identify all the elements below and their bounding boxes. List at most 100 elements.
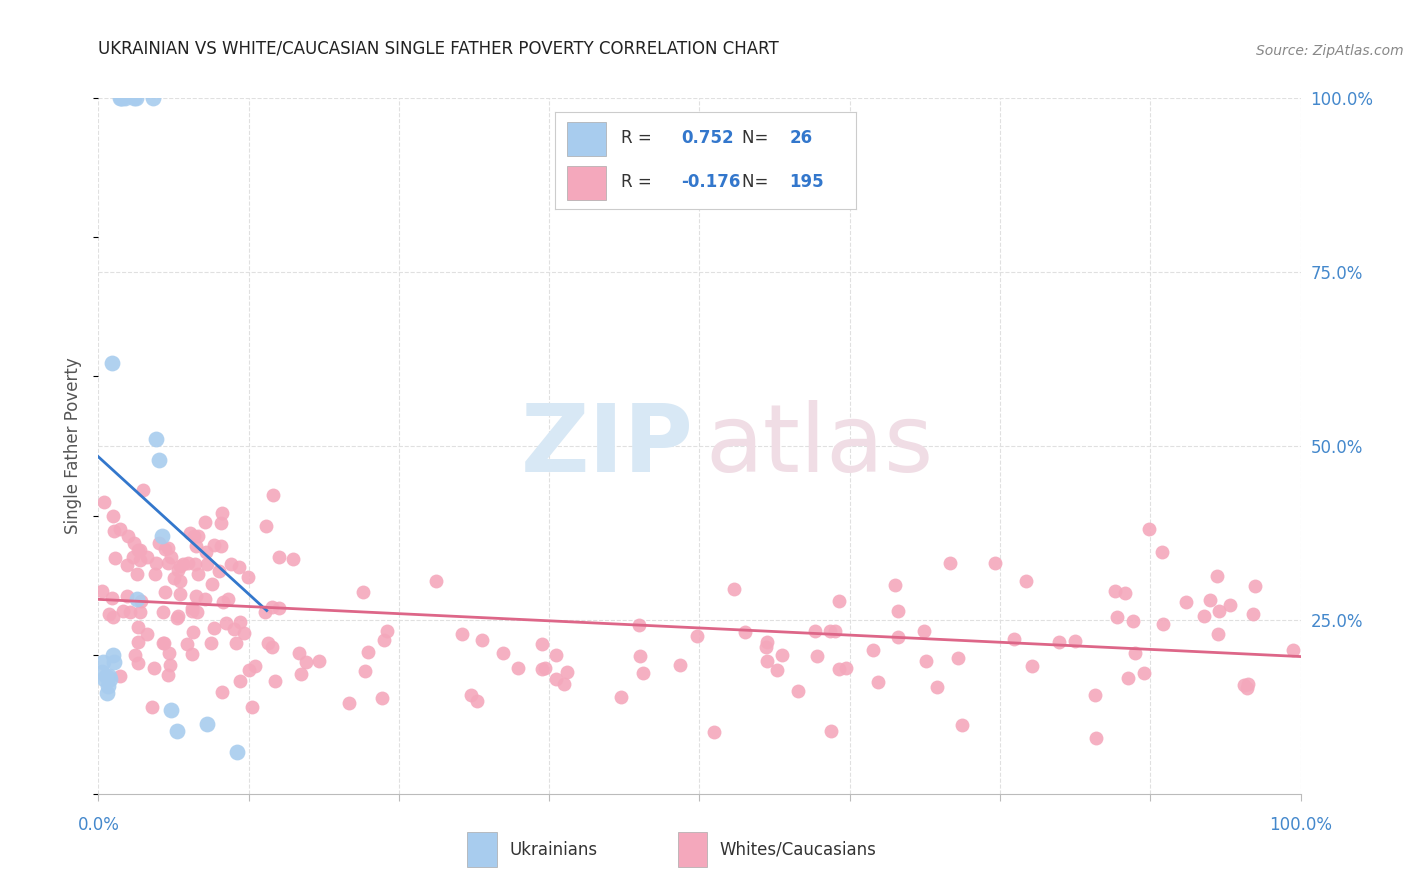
- Point: [238, 570, 260, 584]
- Point: [97, 679, 120, 693]
- Point: [211, 506, 233, 520]
- Point: [211, 685, 233, 699]
- Point: [195, 545, 218, 559]
- Point: [465, 694, 488, 708]
- Point: [1150, 544, 1173, 558]
- Point: [1116, 671, 1139, 685]
- Point: [531, 637, 554, 651]
- Point: [153, 636, 176, 650]
- Point: [215, 616, 238, 631]
- Point: [1015, 574, 1038, 589]
- Point: [208, 564, 231, 578]
- Point: [100, 672, 122, 686]
- Point: [356, 645, 378, 659]
- Point: [108, 669, 131, 683]
- Point: [225, 745, 247, 759]
- Point: [352, 585, 374, 599]
- Point: [143, 566, 166, 581]
- Point: [914, 654, 936, 668]
- Point: [734, 624, 756, 639]
- Point: [194, 592, 217, 607]
- Point: [98, 668, 121, 682]
- Point: [1107, 609, 1129, 624]
- Point: [195, 717, 218, 731]
- Point: [703, 724, 725, 739]
- Point: [159, 703, 181, 717]
- Point: [166, 724, 188, 739]
- Point: [98, 607, 121, 621]
- Point: [91, 584, 114, 599]
- Point: [125, 566, 148, 581]
- Point: [101, 508, 124, 523]
- Point: [125, 592, 148, 607]
- Point: [950, 718, 973, 732]
- Point: [1206, 626, 1229, 640]
- Point: [371, 691, 394, 706]
- Point: [132, 483, 155, 498]
- Point: [232, 625, 254, 640]
- Point: [186, 605, 208, 619]
- Point: [94, 668, 117, 682]
- Point: [124, 536, 146, 550]
- Point: [1241, 607, 1264, 622]
- Point: [1175, 594, 1198, 608]
- Point: [124, 91, 146, 105]
- Point: [157, 556, 180, 570]
- Point: [1021, 659, 1043, 673]
- Point: [125, 91, 148, 105]
- Point: [115, 589, 138, 603]
- Point: [108, 523, 131, 537]
- Point: [91, 655, 114, 669]
- Point: [166, 562, 188, 576]
- Point: [93, 494, 115, 508]
- Point: [824, 624, 846, 638]
- Point: [533, 661, 555, 675]
- Point: [229, 615, 252, 629]
- Point: [166, 609, 188, 624]
- Point: [508, 661, 530, 675]
- Point: [755, 654, 778, 668]
- Point: [1208, 604, 1230, 618]
- Point: [238, 663, 260, 677]
- Point: [124, 648, 146, 662]
- Point: [183, 529, 205, 543]
- Point: [145, 432, 167, 446]
- Point: [828, 594, 851, 608]
- Point: [111, 604, 134, 618]
- Point: [460, 688, 482, 702]
- Point: [308, 654, 330, 668]
- Point: [544, 648, 567, 662]
- Point: [925, 680, 948, 694]
- Point: [375, 624, 398, 638]
- Point: [93, 672, 115, 686]
- Point: [1002, 632, 1025, 646]
- Point: [530, 662, 553, 676]
- Point: [209, 516, 232, 530]
- Point: [217, 592, 239, 607]
- Point: [180, 647, 202, 661]
- Point: [180, 604, 202, 618]
- Point: [127, 635, 149, 649]
- Point: [115, 558, 138, 573]
- Point: [135, 626, 157, 640]
- Point: [1137, 522, 1160, 536]
- Point: [1199, 593, 1222, 607]
- Point: [100, 355, 122, 369]
- Point: [828, 662, 851, 676]
- Point: [1063, 634, 1085, 648]
- Point: [186, 567, 208, 582]
- Point: [91, 665, 114, 680]
- Point: [169, 587, 191, 601]
- Point: [152, 605, 174, 619]
- Point: [555, 665, 578, 679]
- Point: [145, 556, 167, 570]
- Point: [1085, 731, 1108, 746]
- Point: [337, 696, 360, 710]
- Point: [229, 674, 252, 689]
- Point: [257, 636, 280, 650]
- Point: [157, 541, 180, 555]
- Point: [166, 611, 188, 625]
- Point: [179, 525, 201, 540]
- Point: [425, 574, 447, 589]
- Text: UKRAINIAN VS WHITE/CAUCASIAN SINGLE FATHER POVERTY CORRELATION CHART: UKRAINIAN VS WHITE/CAUCASIAN SINGLE FATH…: [98, 40, 779, 58]
